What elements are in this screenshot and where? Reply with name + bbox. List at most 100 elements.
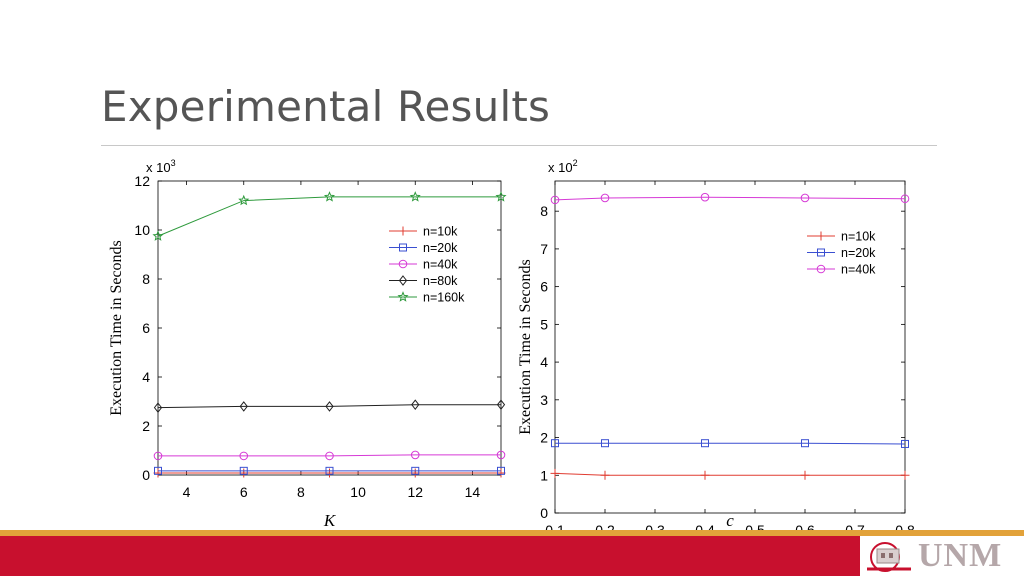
y-tick-label: 3: [540, 392, 548, 408]
plot-frame: [554, 180, 906, 514]
y-axis-multiplier-base: x 10: [146, 160, 171, 175]
data-point: [411, 466, 420, 475]
y-axis-title: Execution Time in Seconds: [108, 240, 125, 416]
data-point: [550, 195, 560, 205]
data-point: [154, 466, 162, 475]
x-tick-label: 10: [350, 484, 366, 500]
data-point: [550, 468, 560, 478]
data-point: [239, 466, 248, 475]
legend-label: n=20k: [841, 246, 876, 260]
legend-marker: [397, 291, 409, 302]
data-point: [701, 439, 709, 448]
data-point: [325, 451, 334, 461]
series-line: [157, 196, 501, 237]
legend-label: n=160k: [423, 291, 465, 305]
series-line: [555, 442, 906, 445]
logo-wordmark: UNM: [918, 537, 1003, 574]
data-point: [410, 450, 420, 460]
series-n10k: [153, 468, 506, 478]
data-point: [325, 466, 334, 475]
data-point: [239, 401, 248, 412]
legend-marker: [398, 259, 408, 269]
data-point: [239, 451, 249, 461]
series-n20k: [154, 466, 505, 475]
series-n80k: [153, 399, 506, 413]
y-tick-label: 4: [142, 369, 150, 385]
data-point: [411, 399, 420, 410]
data-point: [801, 439, 809, 448]
series-line: [158, 454, 501, 457]
data-point: [409, 191, 421, 202]
legend-marker: [817, 248, 825, 257]
legend: n=10k n=20k n=40k: [807, 230, 876, 277]
data-point: [153, 451, 163, 461]
footer-bar: [0, 530, 1024, 576]
data-point: [600, 193, 610, 203]
chart-execution-time-vs-c: 0123456780.10.20.30.40.50.60.70.8cExecut…: [517, 158, 915, 538]
chart-execution-time-vs-k: 0 2 4 6 8 10 12 4 6 8 10 12 14 K Execution Time in Sec…: [108, 158, 507, 530]
data-point: [325, 401, 334, 412]
y-axis-multiplier-base: x 10: [548, 160, 573, 175]
legend-label: n=40k: [423, 258, 458, 272]
x-tick-label: 8: [297, 484, 305, 500]
title-divider: [101, 145, 937, 146]
x-tick-label: 4: [183, 484, 191, 500]
series-n160k: [152, 191, 507, 241]
data-point: [496, 399, 506, 410]
legend-marker: [816, 231, 826, 241]
data-point: [238, 194, 250, 206]
y-axis-multiplier: x 103: [146, 158, 176, 175]
y-tick-label: 7: [540, 241, 548, 257]
series-n40k: [550, 192, 910, 205]
x-tick-label: 12: [407, 484, 423, 500]
series-n20k: [551, 439, 909, 448]
x-tick-label: 6: [240, 484, 248, 500]
footer-stripe: [0, 530, 1024, 536]
y-axis-title: Execution Time in Seconds: [517, 259, 534, 435]
y-tick-label: 6: [540, 279, 548, 295]
data-point: [495, 191, 507, 202]
unm-emblem-icon: [867, 542, 911, 572]
legend-marker: [398, 226, 408, 236]
legend-marker: [816, 264, 826, 274]
data-point: [900, 194, 910, 204]
y-tick-label: 8: [540, 203, 548, 219]
data-point: [800, 470, 810, 480]
y-tick-label: 5: [540, 316, 548, 332]
series-n40k: [153, 450, 506, 461]
data-point: [152, 230, 164, 241]
data-point: [323, 191, 336, 202]
legend-marker: [399, 243, 407, 252]
data-point: [497, 466, 505, 475]
series-line: [554, 196, 906, 201]
series-n10k: [550, 468, 910, 480]
data-point: [601, 439, 609, 448]
y-tick-label: 2: [142, 418, 150, 434]
y-tick-label: 0: [142, 467, 150, 483]
y-tick-label: 0: [540, 505, 548, 521]
legend-label: n=10k: [423, 225, 458, 239]
data-point: [551, 439, 559, 448]
unm-logo: UNM: [860, 536, 1024, 576]
data-point: [700, 192, 710, 202]
legend-label: n=80k: [423, 274, 458, 288]
y-axis-multiplier-exponent: 3: [171, 158, 176, 168]
x-axis-title: c: [726, 511, 734, 530]
y-tick-label: 2: [540, 430, 548, 446]
data-point: [901, 439, 909, 448]
data-point: [800, 193, 810, 203]
data-point: [900, 470, 910, 480]
y-tick-label: 4: [540, 354, 548, 370]
y-tick-label: 8: [142, 271, 150, 287]
y-tick-label: 1: [540, 467, 548, 483]
x-axis-title: K: [323, 511, 337, 530]
y-axis-multiplier: x 102: [548, 158, 578, 175]
slide-title: Experimental Results: [101, 82, 551, 131]
data-point: [700, 470, 710, 480]
legend: n=10k n=20k n=40k n=80k n=160k: [389, 225, 465, 305]
legend-marker: [398, 275, 408, 286]
y-tick-label: 10: [134, 222, 150, 238]
legend-label: n=10k: [841, 230, 876, 244]
legend-label: n=20k: [423, 241, 458, 255]
legend-label: n=40k: [841, 263, 876, 277]
